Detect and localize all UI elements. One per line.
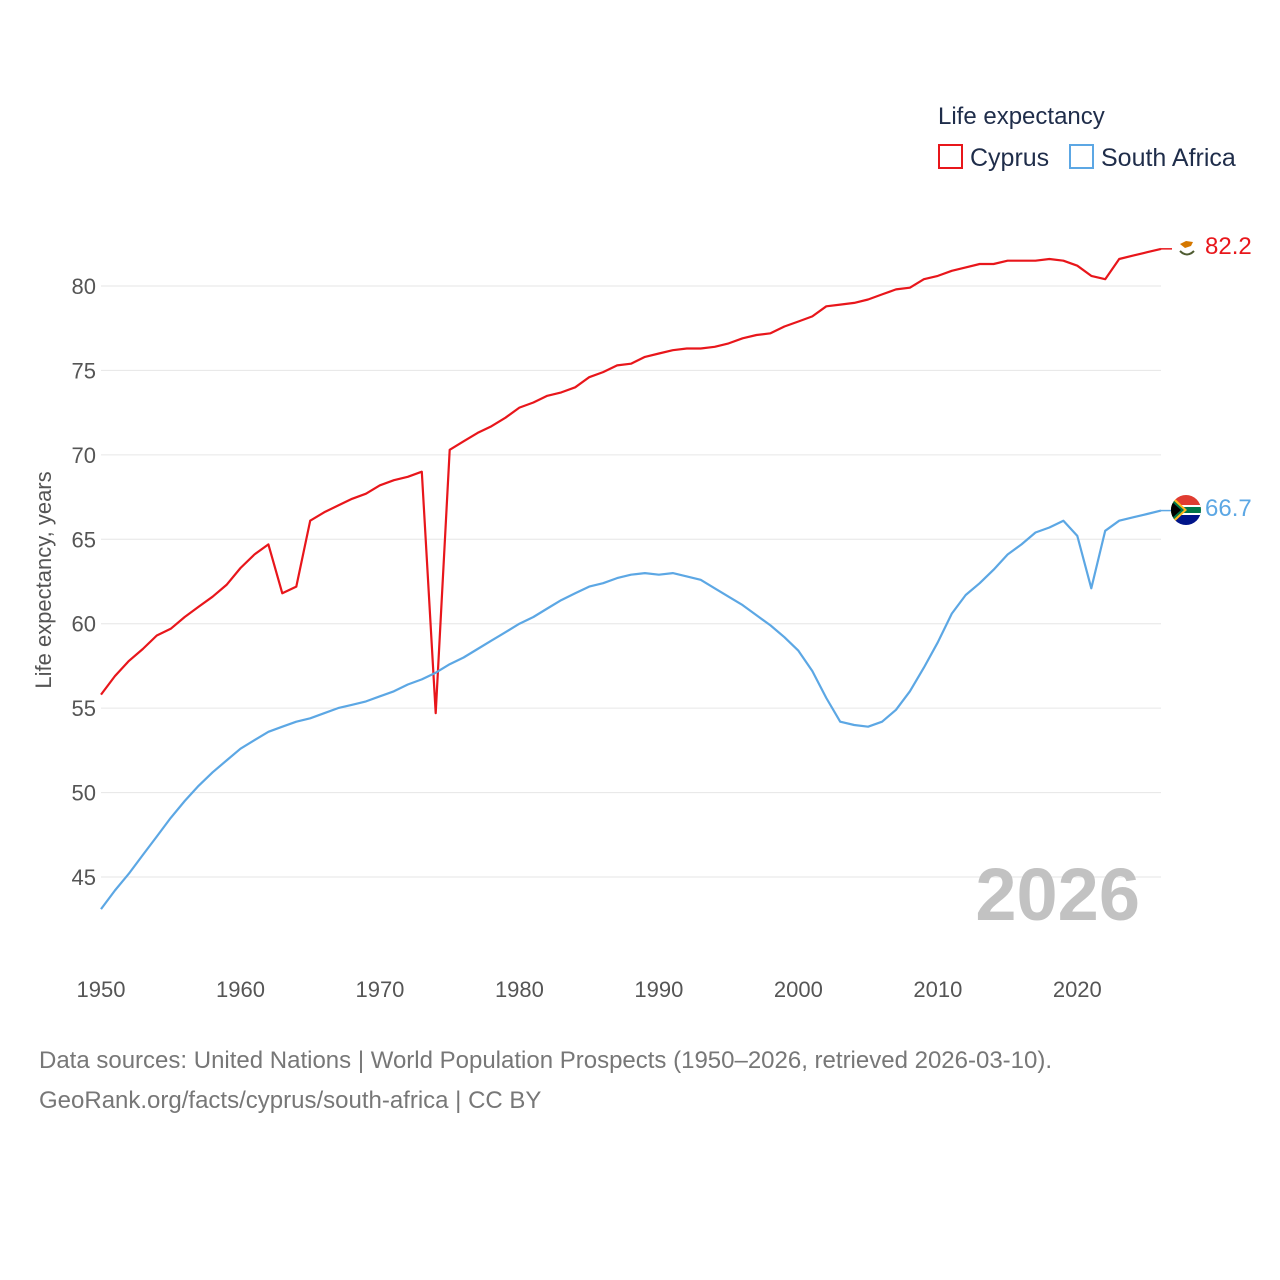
- y-tick-label-50: 50: [72, 781, 96, 806]
- y-tick-label-60: 60: [72, 612, 96, 637]
- legend: Life expectancy Cyprus South Africa: [938, 103, 1236, 172]
- x-tick-label-1960: 1960: [216, 977, 265, 1002]
- series-lines: [100, 247, 1172, 910]
- x-tick-label-1970: 1970: [355, 977, 404, 1002]
- legend-swatch-south-africa[interactable]: [1069, 144, 1094, 169]
- x-tick-label-1950: 1950: [77, 977, 126, 1002]
- end-value-south-africa: 66.7: [1205, 495, 1252, 522]
- y-tick-label-75: 75: [72, 358, 96, 383]
- legend-swatch-cyprus[interactable]: [938, 144, 963, 169]
- y-tick-label-70: 70: [72, 443, 96, 468]
- south-africa-flag-icon: [1171, 495, 1201, 525]
- y-axis-label: Life expectancy, years: [31, 471, 56, 688]
- x-axis: 1950 1960 1970 1980 1990 2000 2010 2020: [77, 977, 1102, 1002]
- y-axis: 45 50 55 60 65 70 75 80: [72, 274, 96, 890]
- x-tick-label-1980: 1980: [495, 977, 544, 1002]
- series-line-cyprus[interactable]: [100, 247, 1162, 715]
- current-year-label: 2026: [975, 853, 1140, 936]
- legend-label-south-africa[interactable]: South Africa: [1101, 144, 1236, 172]
- x-tick-label-2010: 2010: [913, 977, 962, 1002]
- legend-label-cyprus[interactable]: Cyprus: [970, 144, 1049, 172]
- y-tick-label-45: 45: [72, 865, 96, 890]
- source-line-1: Data sources: United Nations | World Pop…: [39, 1047, 1052, 1074]
- y-tick-label-65: 65: [72, 527, 96, 552]
- x-tick-label-2000: 2000: [774, 977, 823, 1002]
- x-tick-label-2020: 2020: [1053, 977, 1102, 1002]
- source-line-2[interactable]: GeoRank.org/facts/cyprus/south-africa | …: [39, 1087, 541, 1114]
- y-tick-label-80: 80: [72, 274, 96, 299]
- legend-title: Life expectancy: [938, 103, 1105, 130]
- y-tick-label-55: 55: [72, 696, 96, 721]
- x-tick-label-1990: 1990: [634, 977, 683, 1002]
- gridlines: [101, 285, 1161, 878]
- cyprus-flag-icon: [1174, 235, 1200, 261]
- end-value-cyprus: 82.2: [1205, 233, 1252, 260]
- series-line-south-africa[interactable]: [100, 509, 1162, 910]
